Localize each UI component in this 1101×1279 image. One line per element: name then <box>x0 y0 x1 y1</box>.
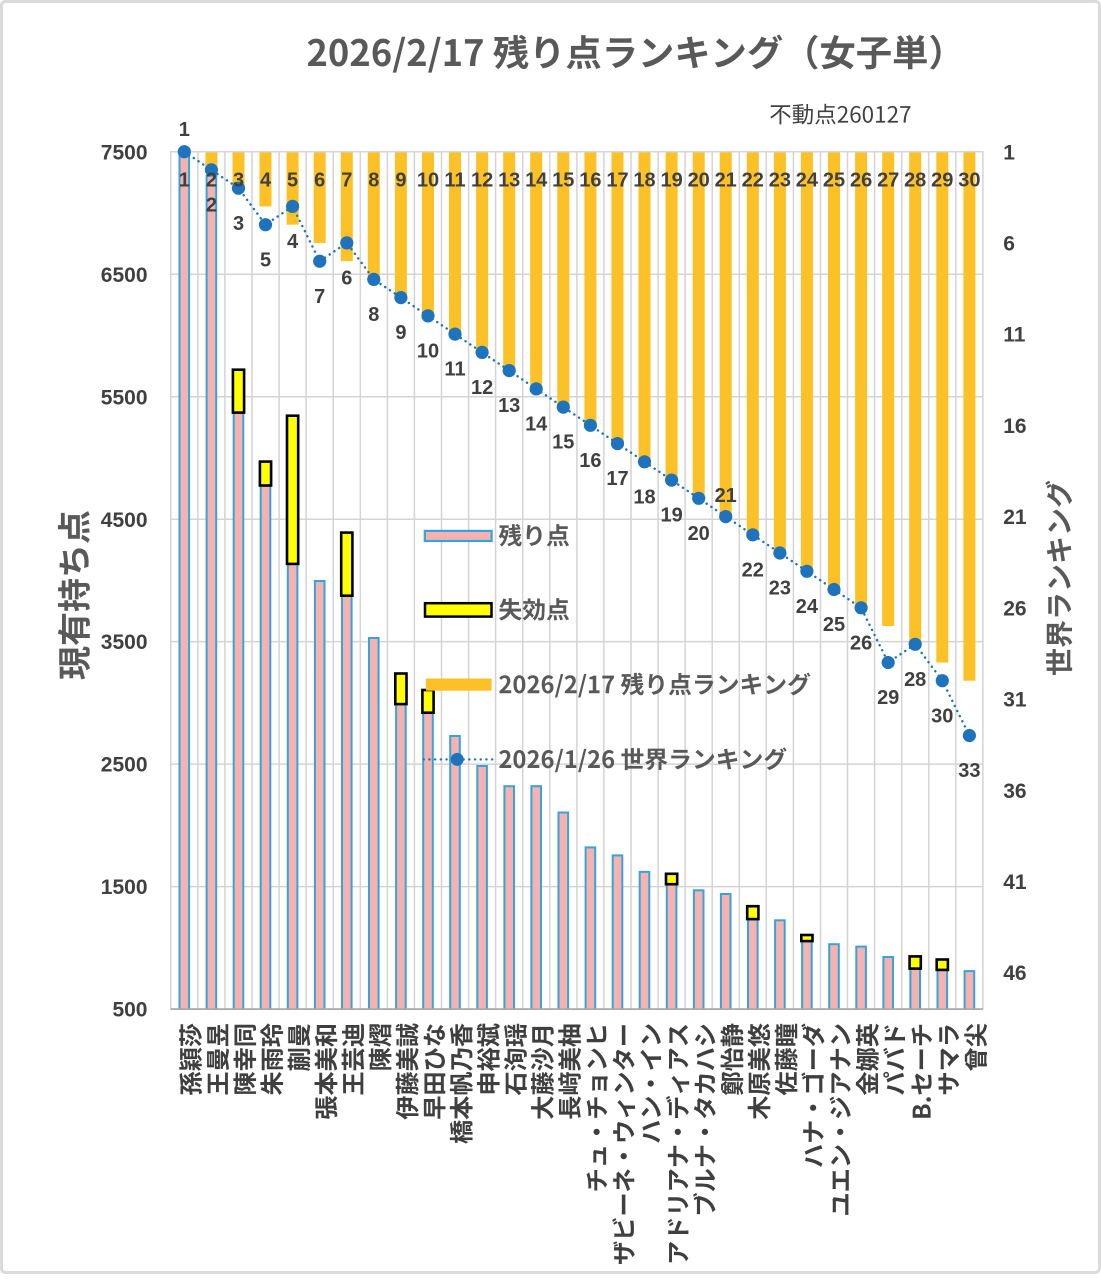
svg-text:25: 25 <box>823 170 845 192</box>
svg-text:10: 10 <box>417 170 439 192</box>
svg-text:24: 24 <box>796 170 819 192</box>
svg-text:29: 29 <box>877 687 899 709</box>
svg-text:4: 4 <box>260 170 272 192</box>
svg-text:20: 20 <box>688 170 710 192</box>
svg-text:46: 46 <box>1003 962 1026 985</box>
svg-text:8: 8 <box>368 304 379 326</box>
svg-text:13: 13 <box>498 395 520 417</box>
svg-text:26: 26 <box>1003 597 1026 620</box>
svg-text:16: 16 <box>579 450 601 472</box>
svg-text:33: 33 <box>958 760 980 782</box>
svg-text:25: 25 <box>823 614 845 636</box>
svg-text:9: 9 <box>395 322 406 344</box>
svg-text:5: 5 <box>260 249 271 271</box>
svg-text:3500: 3500 <box>101 631 148 654</box>
svg-text:20: 20 <box>688 523 710 545</box>
svg-text:8: 8 <box>368 170 379 192</box>
svg-text:17: 17 <box>606 170 628 192</box>
svg-text:24: 24 <box>796 596 819 618</box>
svg-text:19: 19 <box>660 505 682 527</box>
svg-text:11: 11 <box>444 359 465 381</box>
svg-text:6: 6 <box>314 170 325 192</box>
svg-text:14: 14 <box>525 170 548 192</box>
svg-text:21: 21 <box>715 170 737 192</box>
svg-text:6: 6 <box>341 268 352 290</box>
svg-text:11: 11 <box>1003 324 1026 347</box>
svg-text:14: 14 <box>525 414 548 436</box>
svg-text:15: 15 <box>552 170 574 192</box>
svg-text:19: 19 <box>660 170 682 192</box>
svg-text:6: 6 <box>1003 233 1015 256</box>
svg-text:3: 3 <box>233 213 244 235</box>
svg-text:2: 2 <box>206 170 217 192</box>
svg-text:36: 36 <box>1003 780 1026 803</box>
svg-text:500: 500 <box>112 999 147 1022</box>
svg-text:7: 7 <box>314 286 325 308</box>
svg-text:1: 1 <box>179 119 190 141</box>
svg-text:13: 13 <box>498 170 520 192</box>
svg-text:28: 28 <box>904 170 926 192</box>
svg-text:22: 22 <box>742 559 764 581</box>
svg-text:23: 23 <box>769 578 791 600</box>
svg-text:7500: 7500 <box>101 141 148 164</box>
svg-text:16: 16 <box>1003 415 1026 438</box>
svg-text:29: 29 <box>931 170 953 192</box>
svg-text:18: 18 <box>633 170 655 192</box>
svg-text:18: 18 <box>633 486 655 508</box>
svg-text:22: 22 <box>742 170 764 192</box>
svg-text:1: 1 <box>1003 141 1015 164</box>
svg-text:10: 10 <box>417 341 439 363</box>
svg-text:7: 7 <box>341 170 352 192</box>
svg-text:23: 23 <box>769 170 791 192</box>
svg-text:2: 2 <box>206 195 217 217</box>
svg-text:3: 3 <box>233 170 244 192</box>
svg-text:30: 30 <box>931 705 953 727</box>
svg-text:17: 17 <box>606 468 628 490</box>
svg-text:5: 5 <box>287 170 298 192</box>
svg-text:27: 27 <box>877 170 899 192</box>
svg-text:31: 31 <box>1003 689 1027 712</box>
svg-text:6500: 6500 <box>101 264 148 287</box>
svg-text:26: 26 <box>850 632 872 654</box>
svg-text:12: 12 <box>471 170 493 192</box>
svg-text:12: 12 <box>471 377 493 399</box>
svg-text:4500: 4500 <box>101 509 148 532</box>
svg-text:9: 9 <box>395 170 406 192</box>
svg-text:1: 1 <box>179 170 190 192</box>
svg-text:21: 21 <box>715 485 737 507</box>
svg-text:41: 41 <box>1003 871 1027 894</box>
svg-text:26: 26 <box>850 170 872 192</box>
svg-text:11: 11 <box>444 170 465 192</box>
svg-text:2500: 2500 <box>101 754 148 777</box>
svg-text:16: 16 <box>579 170 601 192</box>
svg-text:28: 28 <box>904 669 926 691</box>
svg-text:1500: 1500 <box>101 876 148 899</box>
svg-text:21: 21 <box>1003 506 1027 529</box>
svg-text:15: 15 <box>552 432 574 454</box>
svg-text:30: 30 <box>958 170 980 192</box>
svg-text:4: 4 <box>287 231 299 253</box>
svg-text:5500: 5500 <box>101 386 148 409</box>
